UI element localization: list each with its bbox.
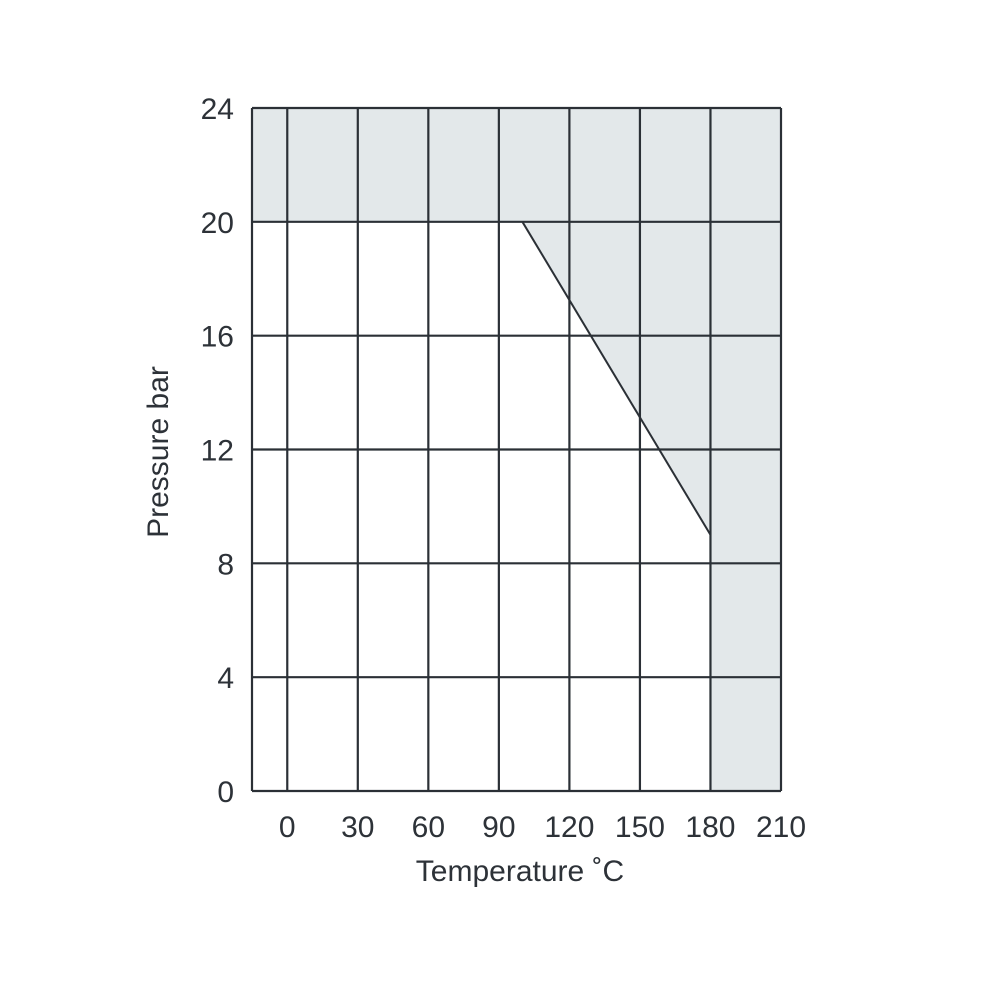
x-tick-label: 0 [279, 811, 296, 844]
y-tick-label: 16 [201, 321, 234, 354]
y-tick-label: 8 [217, 548, 234, 581]
series-line-layer [521, 221, 712, 536]
y-tick-label: 24 [201, 93, 234, 126]
shaded-region-layer [252, 108, 781, 791]
x-tick-label: 120 [544, 811, 594, 844]
x-axis-title: Temperature ˚C [416, 855, 624, 888]
y-axis-title: Pressure bar [142, 366, 175, 538]
x-tick-label: 210 [756, 811, 806, 844]
y-tick-label: 4 [217, 662, 234, 695]
shaded-region [252, 108, 781, 791]
y-tick-label: 12 [201, 435, 234, 468]
x-tick-label: 180 [685, 811, 735, 844]
x-tick-label: 150 [615, 811, 665, 844]
x-tick-labels: 0 30 60 90 120 150 180 210 [279, 811, 806, 844]
rating-curve-line [521, 221, 712, 536]
y-tick-labels: 0 4 8 12 16 20 24 [201, 93, 234, 809]
x-tick-label: 30 [341, 811, 374, 844]
x-tick-label: 90 [482, 811, 515, 844]
x-tick-label: 60 [412, 811, 445, 844]
y-tick-label: 20 [201, 207, 234, 240]
grid-layer [250, 106, 783, 793]
y-tick-label: 0 [217, 776, 234, 809]
